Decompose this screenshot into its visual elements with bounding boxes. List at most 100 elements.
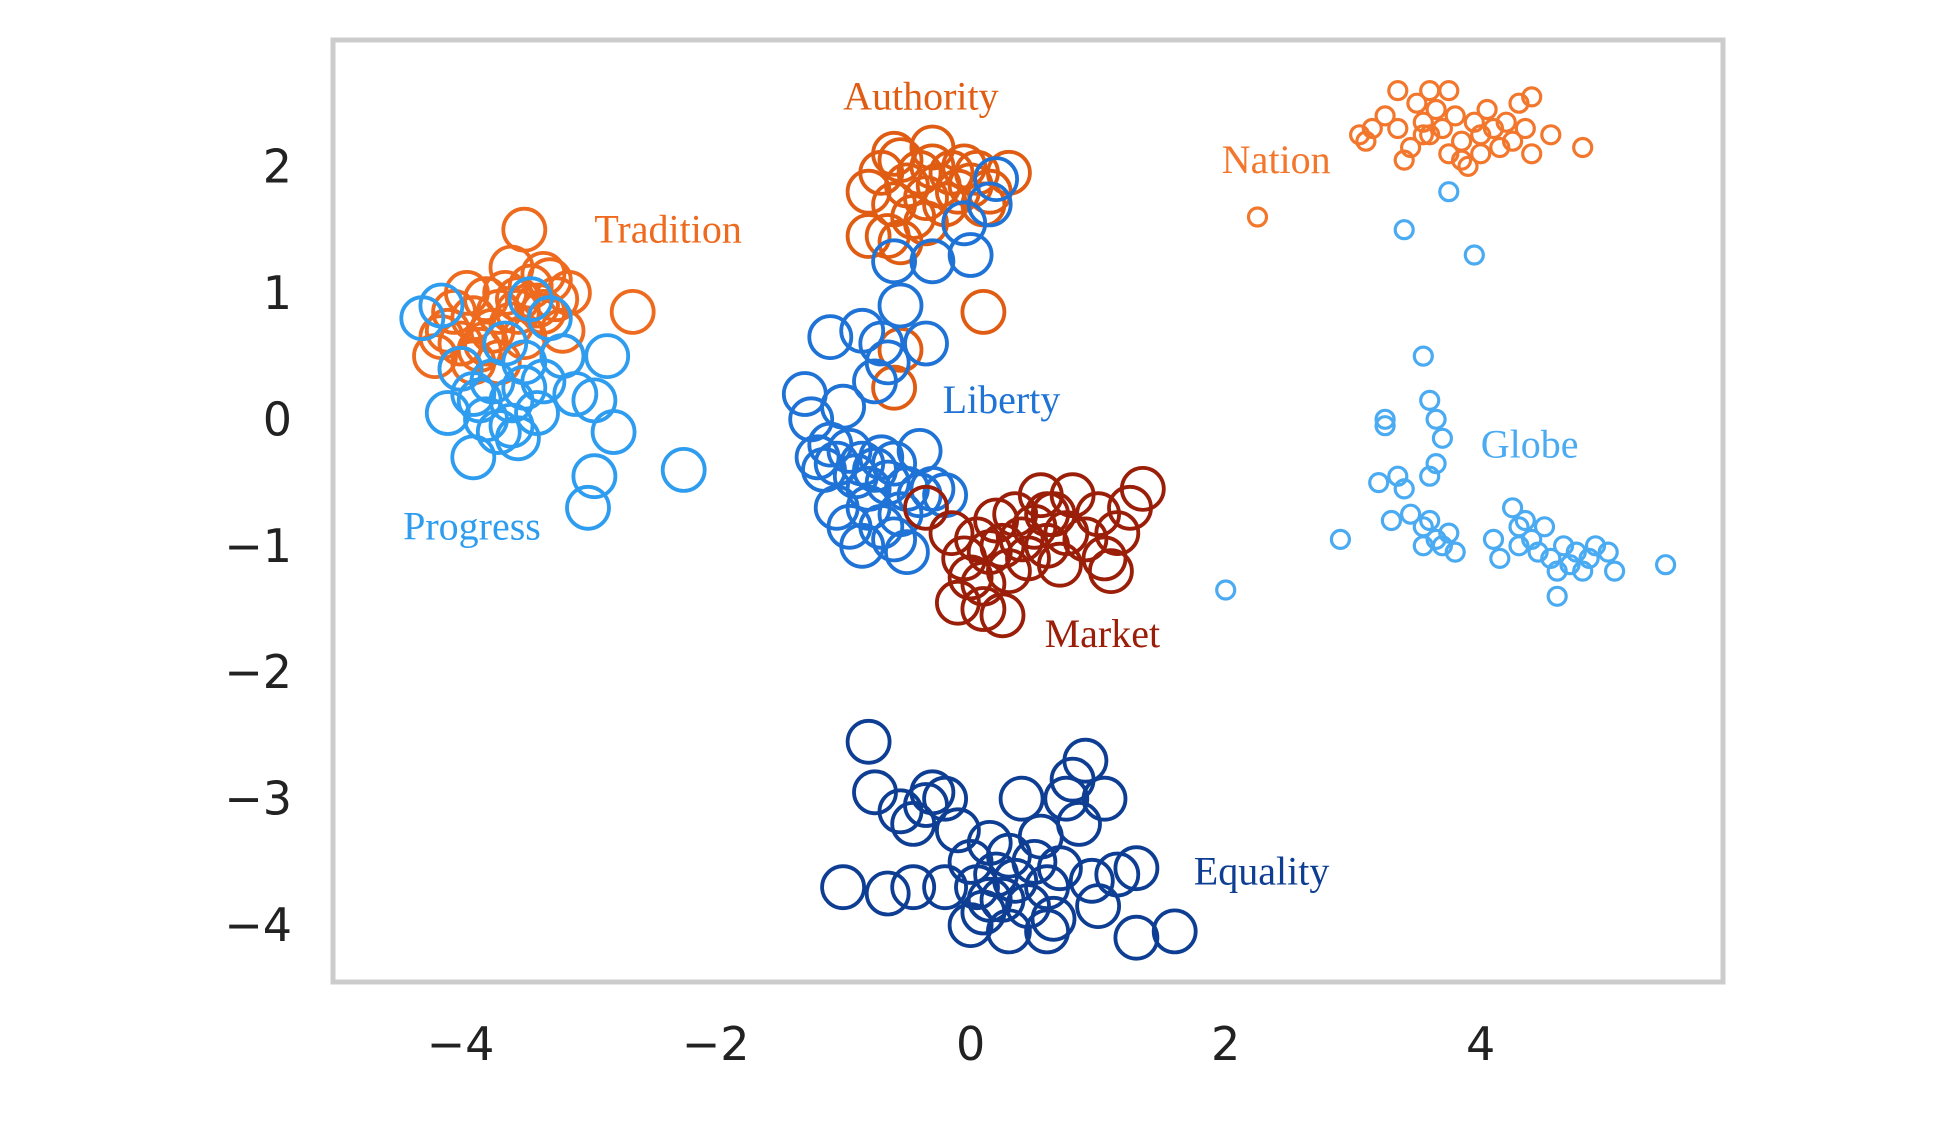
- point-nation-31: [1246, 206, 1269, 228]
- point-nation-21: [1501, 130, 1524, 152]
- point-globe-22: [1412, 535, 1434, 557]
- point-nation-9: [1425, 98, 1447, 121]
- point-nation-22: [1508, 92, 1530, 114]
- point-globe-40: [1584, 535, 1607, 557]
- point-liberty-27: [871, 440, 917, 487]
- point-globe-24: [1215, 579, 1237, 601]
- point-authority-27: [871, 364, 917, 411]
- point-globe-15: [1399, 503, 1422, 525]
- point-equality-40: [986, 908, 1032, 955]
- point-globe-27: [1501, 497, 1524, 519]
- point-tradition-5: [463, 276, 509, 323]
- point-globe-2: [1463, 244, 1485, 266]
- point-nation-30: [1572, 136, 1594, 159]
- point-nation-27: [1438, 79, 1460, 102]
- point-market-25: [1119, 465, 1166, 512]
- point-tradition-13: [514, 282, 560, 329]
- series-globe: [1215, 181, 1677, 607]
- point-equality-6: [922, 775, 968, 822]
- point-liberty-38: [884, 529, 930, 575]
- plot-frame: [330, 37, 1726, 985]
- point-globe-38: [1572, 560, 1594, 582]
- point-globe-12: [1393, 478, 1415, 500]
- x-tick-label: −2: [682, 1017, 750, 1071]
- point-nation-8: [1419, 124, 1441, 146]
- y-tick-label: −3: [224, 772, 292, 826]
- point-equality-30: [1094, 851, 1141, 898]
- point-liberty-5: [877, 282, 924, 329]
- point-progress-18: [584, 333, 631, 380]
- point-globe-17: [1419, 509, 1441, 532]
- point-progress-26: [456, 377, 503, 424]
- point-globe-8: [1419, 465, 1441, 487]
- point-globe-36: [1559, 554, 1581, 576]
- y-tick-label: −4: [224, 898, 292, 952]
- cluster-label-globe: Globe: [1481, 421, 1579, 466]
- point-progress-1: [418, 282, 465, 329]
- point-authority-20: [845, 213, 892, 259]
- point-progress-16: [552, 371, 599, 417]
- point-nation-1: [1361, 117, 1383, 140]
- point-equality-29: [1081, 775, 1128, 822]
- point-authority-23: [871, 130, 917, 177]
- point-nation-19: [1489, 136, 1511, 159]
- point-nation-32: [1450, 149, 1473, 171]
- point-equality-16: [998, 775, 1045, 822]
- point-globe-44: [1546, 585, 1568, 607]
- point-equality-27: [1068, 857, 1115, 904]
- point-equality-34: [820, 864, 866, 911]
- point-equality-33: [1151, 908, 1198, 955]
- point-nation-10: [1431, 117, 1454, 140]
- cluster-label-equality: Equality: [1194, 849, 1330, 894]
- point-authority-26: [877, 326, 924, 373]
- point-market-28: [979, 592, 1026, 639]
- point-nation-26: [1419, 79, 1441, 102]
- point-market-29: [1088, 548, 1134, 594]
- point-globe-10: [1374, 408, 1396, 430]
- point-globe-14: [1380, 509, 1403, 532]
- point-nation-28: [1521, 86, 1543, 108]
- point-nation-34: [1412, 124, 1434, 146]
- point-equality-19: [1017, 813, 1064, 860]
- point-progress-24: [424, 390, 471, 436]
- point-market-27: [960, 586, 1007, 632]
- point-equality-35: [864, 870, 911, 917]
- point-market-30: [1024, 491, 1070, 538]
- series-equality: [820, 718, 1198, 961]
- points-layer: [399, 79, 1677, 961]
- point-equality-18: [1011, 839, 1058, 885]
- point-progress-20: [571, 453, 618, 500]
- point-nation-17: [1476, 98, 1498, 121]
- point-globe-0: [1438, 181, 1460, 203]
- point-equality-36: [890, 864, 937, 911]
- point-nation-15: [1463, 111, 1485, 133]
- point-globe-7: [1425, 453, 1447, 475]
- point-tradition-25: [609, 288, 656, 335]
- point-tradition-27: [443, 269, 490, 316]
- point-equality-31: [1113, 845, 1160, 892]
- point-liberty-12: [941, 200, 988, 247]
- point-authority-22: [903, 200, 949, 247]
- point-tradition-23: [501, 206, 548, 253]
- y-tick-label: 2: [263, 139, 292, 193]
- x-tick-label: 4: [1466, 1017, 1495, 1071]
- point-progress-23: [450, 434, 497, 481]
- y-axis-ticks: 2 1 0 −1 −2 −3 −4: [224, 139, 292, 952]
- point-nation-33: [1470, 143, 1492, 165]
- point-equality-39: [947, 902, 994, 948]
- point-tradition-17: [539, 307, 586, 354]
- point-globe-35: [1552, 535, 1575, 557]
- point-liberty-37: [871, 516, 917, 563]
- point-nation-14: [1457, 155, 1479, 177]
- point-globe-6: [1431, 427, 1454, 449]
- point-nation-11: [1438, 143, 1460, 165]
- point-equality-22: [1037, 845, 1083, 892]
- cluster-label-tradition: Tradition: [594, 206, 741, 251]
- point-liberty-9: [947, 232, 994, 278]
- point-progress-27: [501, 364, 548, 411]
- point-globe-43: [1654, 554, 1677, 576]
- series-progress: [399, 276, 707, 531]
- point-authority-24: [909, 124, 956, 171]
- y-tick-label: −2: [224, 645, 292, 699]
- point-globe-21: [1444, 541, 1466, 563]
